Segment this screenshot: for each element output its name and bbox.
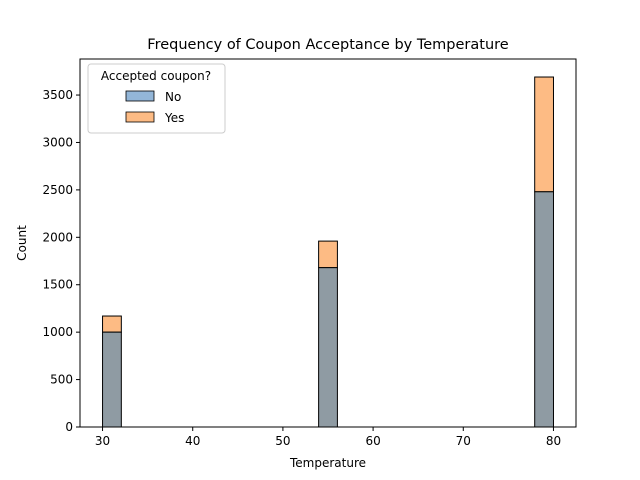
bar-no-0 [102, 331, 122, 428]
bar-yes-1 [318, 240, 338, 269]
legend-frame [87, 63, 226, 134]
y-tick-label-500: 500 [50, 373, 73, 387]
y-axis-label: Count [15, 225, 29, 261]
legend-title: Accepted coupon? [101, 69, 211, 83]
x-tick-label-70: 70 [456, 434, 471, 448]
y-axis: 0 500 1000 1500 2000 2500 3000 3500 [42, 88, 80, 434]
legend: Accepted coupon? No Yes [87, 63, 226, 134]
y-tick-label-2000: 2000 [42, 230, 73, 244]
bars [102, 76, 554, 428]
chart-title: Frequency of Coupon Acceptance by Temper… [147, 37, 508, 53]
y-tick-label-1500: 1500 [42, 278, 73, 292]
y-tick-label-0: 0 [65, 420, 73, 434]
plot-area [79, 58, 577, 428]
x-axis-label: Temperature [289, 456, 366, 470]
x-tick-label-40: 40 [185, 434, 200, 448]
x-tick-label-30: 30 [95, 434, 110, 448]
y-tick-label-3000: 3000 [42, 135, 73, 149]
bar-yes-0 [102, 315, 122, 333]
y-tick-label-3500: 3500 [42, 88, 73, 102]
x-tick-label-80: 80 [546, 434, 561, 448]
bar-no-1 [318, 267, 338, 428]
x-axis: 30 40 50 60 70 80 [95, 427, 561, 448]
bar-no-2 [534, 191, 554, 428]
y-tick-label-1000: 1000 [42, 325, 73, 339]
legend-swatch-no [125, 90, 155, 102]
legend-label-yes: Yes [164, 111, 184, 125]
legend-label-no: No [165, 90, 181, 104]
legend-swatch-yes [125, 111, 155, 123]
y-tick-label-2500: 2500 [42, 183, 73, 197]
x-tick-label-60: 60 [365, 434, 380, 448]
bar-yes-2 [534, 76, 554, 193]
x-tick-label-50: 50 [275, 434, 290, 448]
